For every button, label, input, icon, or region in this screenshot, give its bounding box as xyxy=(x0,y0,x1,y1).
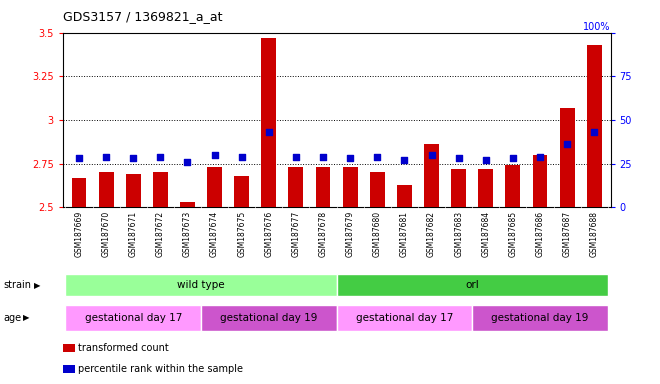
Point xyxy=(236,154,247,160)
Bar xyxy=(126,174,141,207)
Text: GSM187687: GSM187687 xyxy=(562,210,572,257)
Bar xyxy=(451,169,466,207)
Bar xyxy=(370,172,385,207)
Text: ▶: ▶ xyxy=(23,313,30,323)
Text: GSM187677: GSM187677 xyxy=(292,210,300,257)
Point xyxy=(101,154,112,160)
Bar xyxy=(397,185,412,207)
Text: GSM187683: GSM187683 xyxy=(454,210,463,257)
Bar xyxy=(560,108,575,207)
Bar xyxy=(71,178,86,207)
Point xyxy=(562,141,572,147)
Text: GSM187674: GSM187674 xyxy=(210,210,219,257)
Bar xyxy=(337,274,608,296)
Text: GSM187688: GSM187688 xyxy=(590,210,599,257)
Text: strain: strain xyxy=(3,280,31,290)
Point xyxy=(480,157,491,163)
Point xyxy=(74,156,84,162)
Text: GSM187682: GSM187682 xyxy=(427,210,436,257)
Text: GSM187673: GSM187673 xyxy=(183,210,192,257)
Text: GSM187675: GSM187675 xyxy=(237,210,246,257)
Bar xyxy=(288,167,304,207)
Bar xyxy=(343,167,358,207)
Point xyxy=(399,157,410,163)
Text: gestational day 19: gestational day 19 xyxy=(491,313,589,323)
Text: wild type: wild type xyxy=(177,280,225,290)
Point xyxy=(453,156,464,162)
Text: GSM187684: GSM187684 xyxy=(481,210,490,257)
Point xyxy=(372,154,383,160)
Text: GSM187679: GSM187679 xyxy=(346,210,354,257)
Text: GSM187672: GSM187672 xyxy=(156,210,165,257)
Point xyxy=(589,129,599,135)
Bar xyxy=(533,155,547,207)
Bar xyxy=(65,305,201,331)
Point xyxy=(345,156,356,162)
Bar xyxy=(98,172,114,207)
Point xyxy=(290,154,301,160)
Point xyxy=(426,152,437,158)
Text: percentile rank within the sample: percentile rank within the sample xyxy=(78,364,243,374)
Text: gestational day 17: gestational day 17 xyxy=(84,313,182,323)
Text: GSM187681: GSM187681 xyxy=(400,210,409,257)
Text: GDS3157 / 1369821_a_at: GDS3157 / 1369821_a_at xyxy=(63,10,222,23)
Bar xyxy=(337,305,472,331)
Text: GSM187680: GSM187680 xyxy=(373,210,381,257)
Text: age: age xyxy=(3,313,21,323)
Point xyxy=(155,154,166,160)
Text: GSM187670: GSM187670 xyxy=(102,210,111,257)
Text: orl: orl xyxy=(465,280,479,290)
Text: GSM187671: GSM187671 xyxy=(129,210,138,257)
Bar xyxy=(153,172,168,207)
Text: GSM187669: GSM187669 xyxy=(75,210,83,257)
Point xyxy=(182,159,193,165)
Text: gestational day 19: gestational day 19 xyxy=(220,313,317,323)
Text: GSM187686: GSM187686 xyxy=(535,210,544,257)
Bar xyxy=(478,169,493,207)
Text: ▶: ▶ xyxy=(34,281,41,290)
Text: 100%: 100% xyxy=(583,22,610,32)
Text: gestational day 17: gestational day 17 xyxy=(356,313,453,323)
Text: GSM187685: GSM187685 xyxy=(508,210,517,257)
Bar xyxy=(65,274,337,296)
Bar xyxy=(234,176,249,207)
Text: GSM187678: GSM187678 xyxy=(319,210,327,257)
Bar xyxy=(506,166,520,207)
Bar xyxy=(424,144,439,207)
Point xyxy=(508,156,518,162)
Text: transformed count: transformed count xyxy=(78,343,169,353)
Text: GSM187676: GSM187676 xyxy=(264,210,273,257)
Point xyxy=(128,156,139,162)
Bar xyxy=(472,305,608,331)
Bar xyxy=(207,167,222,207)
Point xyxy=(535,154,545,160)
Bar xyxy=(587,45,602,207)
Bar xyxy=(201,305,337,331)
Bar xyxy=(180,202,195,207)
Point xyxy=(209,152,220,158)
Bar xyxy=(315,167,331,207)
Point xyxy=(263,129,274,135)
Bar xyxy=(261,38,277,207)
Point xyxy=(317,154,328,160)
